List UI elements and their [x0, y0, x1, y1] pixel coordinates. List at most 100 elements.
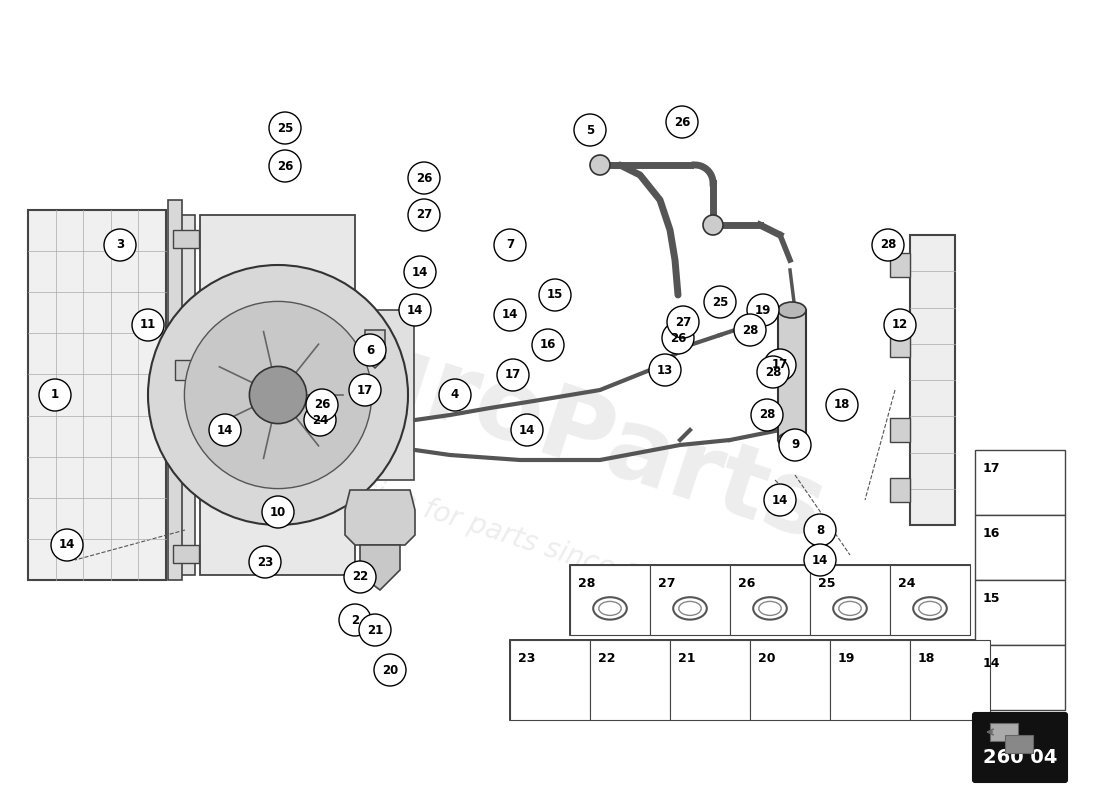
Text: 26: 26: [738, 577, 756, 590]
Text: 17: 17: [505, 369, 521, 382]
Ellipse shape: [778, 432, 806, 448]
Text: 21: 21: [367, 623, 383, 637]
Text: 1: 1: [51, 389, 59, 402]
Bar: [650, 565, 730, 635]
Circle shape: [408, 199, 440, 231]
Circle shape: [304, 404, 336, 436]
Text: 19: 19: [838, 652, 856, 665]
Circle shape: [359, 614, 390, 646]
Text: 12: 12: [892, 318, 909, 331]
Circle shape: [574, 114, 606, 146]
Text: 25: 25: [818, 577, 836, 590]
Text: 26: 26: [674, 115, 690, 129]
Text: 6: 6: [366, 343, 374, 357]
Bar: [200, 215, 355, 575]
Text: 14: 14: [407, 303, 424, 317]
Bar: [750, 640, 830, 720]
Text: 14: 14: [519, 423, 536, 437]
Text: 4: 4: [451, 389, 459, 402]
Circle shape: [104, 229, 136, 261]
Circle shape: [439, 379, 471, 411]
Text: 27: 27: [658, 577, 675, 590]
Circle shape: [703, 215, 723, 235]
Polygon shape: [168, 200, 182, 580]
Text: euroParts: euroParts: [283, 298, 837, 562]
Bar: [810, 565, 890, 635]
FancyBboxPatch shape: [974, 713, 1067, 782]
Circle shape: [132, 309, 164, 341]
Polygon shape: [360, 545, 400, 590]
Circle shape: [374, 654, 406, 686]
Text: 23: 23: [518, 652, 536, 665]
Bar: [890, 418, 910, 442]
FancyBboxPatch shape: [990, 723, 1018, 741]
Text: 17: 17: [356, 383, 373, 397]
Text: 19: 19: [755, 303, 771, 317]
Bar: [890, 478, 910, 502]
Text: 14: 14: [772, 494, 789, 506]
Circle shape: [250, 366, 307, 424]
Circle shape: [804, 514, 836, 546]
Text: 15: 15: [983, 592, 1001, 605]
Text: 11: 11: [140, 318, 156, 331]
Text: 25: 25: [712, 295, 728, 309]
Text: 28: 28: [578, 577, 595, 590]
Text: 18: 18: [918, 652, 935, 665]
Text: 8: 8: [816, 523, 824, 537]
Text: 17: 17: [983, 462, 1001, 475]
Text: 16: 16: [540, 338, 557, 351]
Text: 18: 18: [834, 398, 850, 411]
Ellipse shape: [778, 302, 806, 318]
Circle shape: [306, 389, 338, 421]
Circle shape: [884, 309, 916, 341]
Bar: [175, 215, 195, 575]
Text: 26: 26: [314, 398, 330, 411]
Circle shape: [339, 604, 371, 636]
Circle shape: [826, 389, 858, 421]
Circle shape: [262, 496, 294, 528]
Text: 14: 14: [983, 657, 1001, 670]
Text: 25: 25: [277, 122, 294, 134]
Text: 3: 3: [116, 238, 124, 251]
Bar: [730, 565, 810, 635]
Text: 22: 22: [598, 652, 616, 665]
Circle shape: [209, 414, 241, 446]
Circle shape: [872, 229, 904, 261]
Circle shape: [532, 329, 564, 361]
Bar: [975, 580, 1065, 645]
Text: 14: 14: [411, 266, 428, 278]
Bar: [510, 640, 990, 720]
Text: 17: 17: [772, 358, 788, 371]
Bar: [975, 515, 1065, 580]
Circle shape: [494, 299, 526, 331]
Bar: [570, 565, 650, 635]
Text: 28: 28: [741, 323, 758, 337]
Text: 13: 13: [657, 363, 673, 377]
Text: 14: 14: [502, 309, 518, 322]
Text: 14: 14: [812, 554, 828, 566]
Circle shape: [751, 399, 783, 431]
Circle shape: [662, 322, 694, 354]
Bar: [570, 565, 970, 635]
Text: 26: 26: [416, 171, 432, 185]
Text: 21: 21: [678, 652, 695, 665]
Text: 10: 10: [270, 506, 286, 518]
Text: 26: 26: [277, 159, 294, 173]
Bar: [910, 235, 955, 525]
Circle shape: [512, 414, 543, 446]
Text: 2: 2: [351, 614, 359, 626]
Polygon shape: [345, 490, 415, 545]
Circle shape: [249, 546, 280, 578]
Circle shape: [404, 256, 436, 288]
Bar: [175, 360, 195, 380]
Text: 28: 28: [759, 409, 775, 422]
Circle shape: [764, 484, 796, 516]
Text: 27: 27: [416, 209, 432, 222]
Circle shape: [185, 302, 372, 489]
Text: 260 04: 260 04: [982, 748, 1057, 766]
Text: 14: 14: [58, 538, 75, 551]
Text: 16: 16: [983, 527, 1000, 540]
Circle shape: [354, 334, 386, 366]
Circle shape: [270, 150, 301, 182]
Text: 20: 20: [758, 652, 776, 665]
